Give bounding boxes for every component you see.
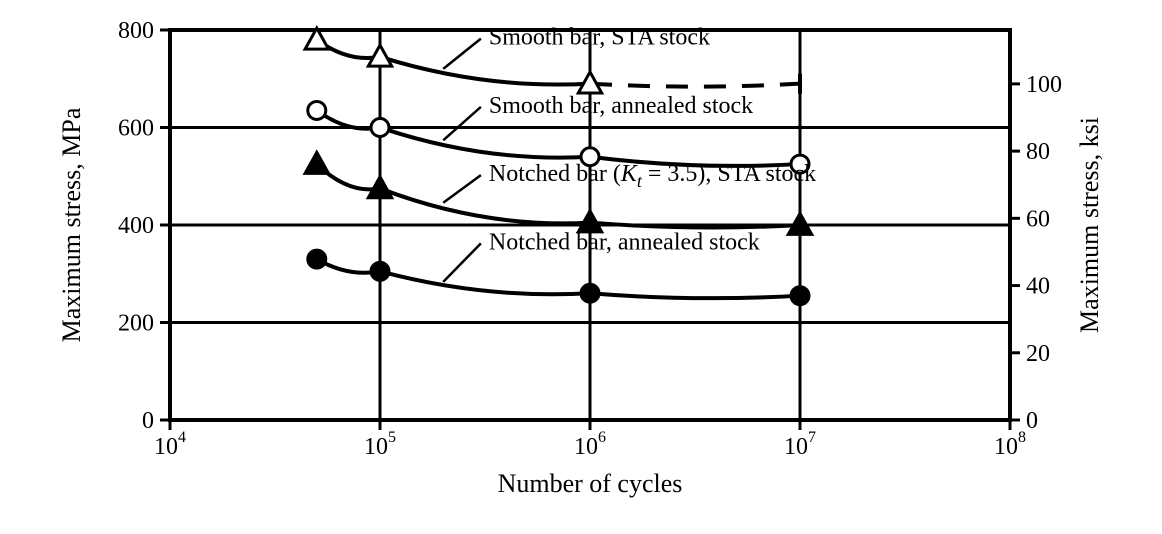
y-axis-label-right: Maximum stress, ksi: [1075, 117, 1104, 333]
y2-tick-label: 80: [1026, 139, 1050, 165]
y2-tick-label: 100: [1026, 72, 1062, 98]
x-tick-label: 108: [994, 429, 1026, 460]
y-tick-label: 0: [142, 408, 154, 434]
y2-tick-label: 40: [1026, 274, 1050, 300]
x-tick-label: 104: [154, 429, 186, 460]
x-tick-label: 107: [784, 429, 816, 460]
y2-tick-label: 20: [1026, 341, 1050, 367]
fatigue-chart: 0 200 400 600 800 0 20 40 60 80 100 104 105 106 107 108…: [0, 0, 1162, 534]
series-label-notched_sta: Notched bar (Kt = 3.5), STA stock: [489, 161, 816, 191]
series-label-smooth_annealed: Smooth bar, annealed stock: [489, 93, 753, 119]
y2-tick-label: 60: [1026, 206, 1050, 232]
y-tick-label: 200: [118, 311, 154, 337]
y2-tick-label: 0: [1026, 408, 1038, 434]
x-tick-label: 106: [574, 429, 606, 460]
x-tick-label: 105: [364, 429, 396, 460]
series-label-notched_annealed: Notched bar, annealed stock: [489, 229, 760, 255]
y-tick-label: 400: [118, 213, 154, 239]
x-axis-label: Number of cycles: [498, 469, 683, 498]
y-tick-label: 600: [118, 116, 154, 142]
y-tick-label: 800: [118, 18, 154, 44]
series-label-smooth_sta: Smooth bar, STA stock: [489, 25, 710, 51]
y-axis-label-left: Maximum stress, MPa: [57, 107, 86, 342]
